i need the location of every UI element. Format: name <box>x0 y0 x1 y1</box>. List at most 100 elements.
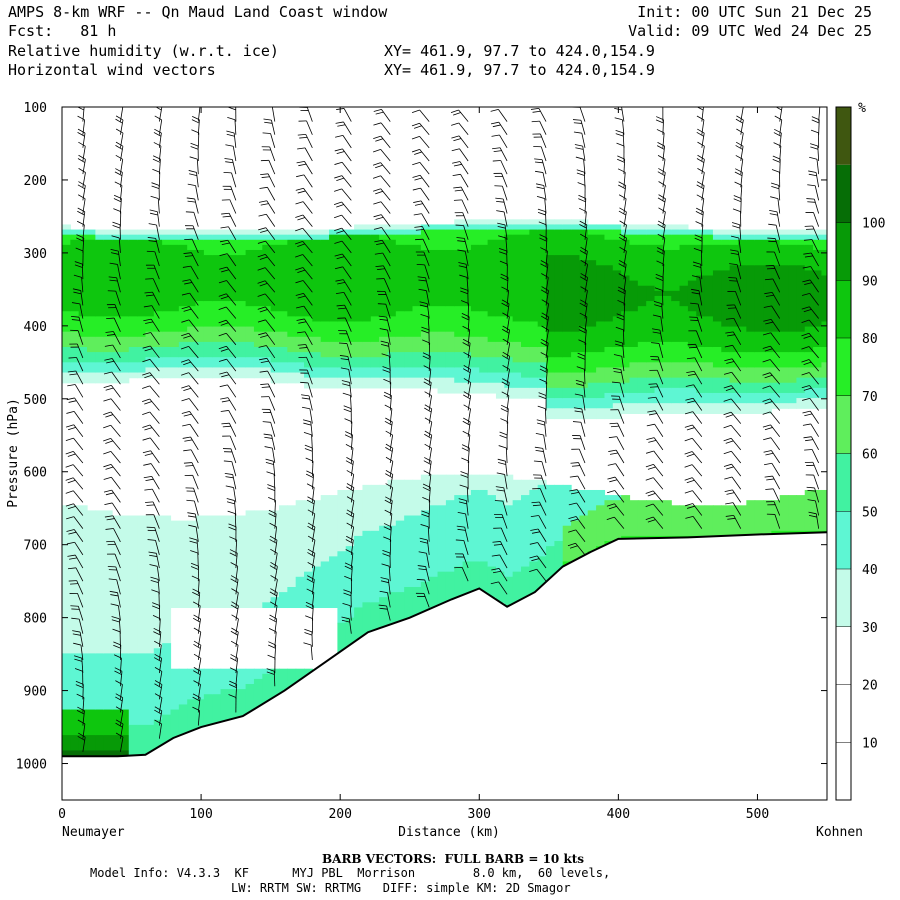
wind-barb-flag <box>103 489 112 493</box>
wind-barb-flag <box>112 221 121 226</box>
rh-cell <box>137 316 147 338</box>
field-label-wind: Horizontal wind vectors <box>8 61 216 79</box>
wind-barb-shaft <box>424 579 430 595</box>
wind-barb-flag <box>306 588 315 593</box>
x-tick-label: 0 <box>58 807 66 822</box>
wind-barb-shaft <box>541 461 547 477</box>
rh-cell <box>245 341 255 358</box>
wind-barb-flag <box>618 286 626 291</box>
rh-cell <box>320 229 330 236</box>
rh-cell <box>737 229 747 236</box>
wind-barb-shaft <box>737 251 742 267</box>
wind-barb-shaft <box>303 174 313 188</box>
rh-cell <box>537 224 547 231</box>
wind-barb-flag <box>148 551 157 554</box>
wind-barb-flag <box>334 161 343 165</box>
wind-barb-flag <box>303 422 312 426</box>
wind-barb-shaft <box>770 319 781 332</box>
rh-cell <box>379 377 389 389</box>
wind-barb-flag <box>725 317 734 320</box>
wind-barb-flag <box>807 499 816 502</box>
rh-cell <box>429 377 439 389</box>
rh-cell <box>245 229 255 236</box>
wind-barb-flag <box>145 478 154 481</box>
wind-barb-flag <box>265 458 274 462</box>
x-axis-label: Distance (km) <box>398 825 500 840</box>
wind-barb-shaft <box>192 225 199 240</box>
wind-barb-flag <box>219 384 228 388</box>
wind-barb-shaft <box>583 382 586 398</box>
wind-barb-flag <box>77 184 86 190</box>
wind-barb-flag <box>418 551 427 554</box>
wind-barb-flag <box>113 198 122 203</box>
wind-barb-shaft <box>304 331 313 346</box>
wind-barb-shaft <box>77 330 84 345</box>
rh-cell <box>454 224 464 231</box>
wind-barb-flag <box>230 578 238 584</box>
wind-barb-shaft <box>380 162 391 175</box>
wind-barb-flag <box>658 220 666 226</box>
wind-barb-flag <box>498 248 507 252</box>
wind-barb-flag <box>764 374 773 379</box>
wind-barb-flag <box>498 445 507 449</box>
wind-barb-shaft <box>228 226 237 240</box>
rh-cell <box>445 229 455 251</box>
rh-cell <box>554 387 564 399</box>
rh-cell <box>178 229 188 236</box>
wind-barb-shaft <box>230 186 237 201</box>
wind-barb-flag <box>295 187 304 191</box>
rh-cell <box>612 229 622 241</box>
rh-cell <box>354 229 364 236</box>
wind-barb-flag <box>227 116 236 121</box>
rh-cell <box>203 326 213 343</box>
wind-barb-flag <box>416 579 425 581</box>
wind-barb-shaft <box>73 503 84 516</box>
wind-barb-flag <box>264 446 273 449</box>
rh-cell <box>554 331 564 358</box>
rh-cell <box>788 331 797 353</box>
wind-barb-shaft <box>76 357 84 372</box>
wind-barb-flag <box>142 424 151 428</box>
wind-barb-flag <box>773 132 782 137</box>
rh-cell <box>70 709 80 736</box>
wind-barb-flag <box>379 590 388 594</box>
rh-cell <box>245 249 255 307</box>
wind-barb-flag <box>152 155 161 160</box>
wind-barb-shaft <box>117 592 121 608</box>
rh-cell <box>212 239 222 256</box>
wind-barb-flag <box>457 528 466 531</box>
wind-barb-shaft <box>116 277 121 293</box>
wind-barb-shaft <box>311 605 314 621</box>
wind-barb-shaft <box>348 369 352 385</box>
wind-barb-flag <box>191 575 200 580</box>
wind-barb-flag <box>65 424 74 428</box>
wind-barb-flag <box>501 302 509 308</box>
wind-barb-flag <box>105 331 114 333</box>
wind-barb-flag <box>115 168 123 173</box>
rh-cell <box>203 341 213 358</box>
rh-cell <box>437 229 447 251</box>
rh-cell <box>596 229 606 236</box>
wind-barb-flag <box>269 617 277 623</box>
rh-cell <box>420 229 430 251</box>
wind-barb-flag <box>804 413 813 417</box>
valid-time: Valid: 09 UTC Wed 24 Dec 25 <box>628 22 872 40</box>
wind-barb-shaft <box>460 174 469 188</box>
wind-barb-shaft <box>420 187 430 201</box>
wind-barb-shaft <box>735 277 742 293</box>
rh-cell <box>521 479 530 496</box>
wind-barb-shaft <box>150 463 160 477</box>
wind-barb-flag <box>658 181 666 186</box>
wind-barb-flag <box>541 325 549 331</box>
rh-cell <box>512 571 522 603</box>
wind-barb-shaft <box>808 319 819 332</box>
wind-barb-flag <box>696 207 704 213</box>
wind-barb-flag <box>771 185 780 190</box>
rh-cell <box>429 306 439 333</box>
wind-barb-flag <box>230 604 239 610</box>
rh-cell <box>187 306 197 328</box>
wind-barb-shaft <box>227 240 237 254</box>
rh-cell <box>253 678 263 711</box>
rh-cell <box>637 377 647 394</box>
rh-cell <box>95 234 105 241</box>
